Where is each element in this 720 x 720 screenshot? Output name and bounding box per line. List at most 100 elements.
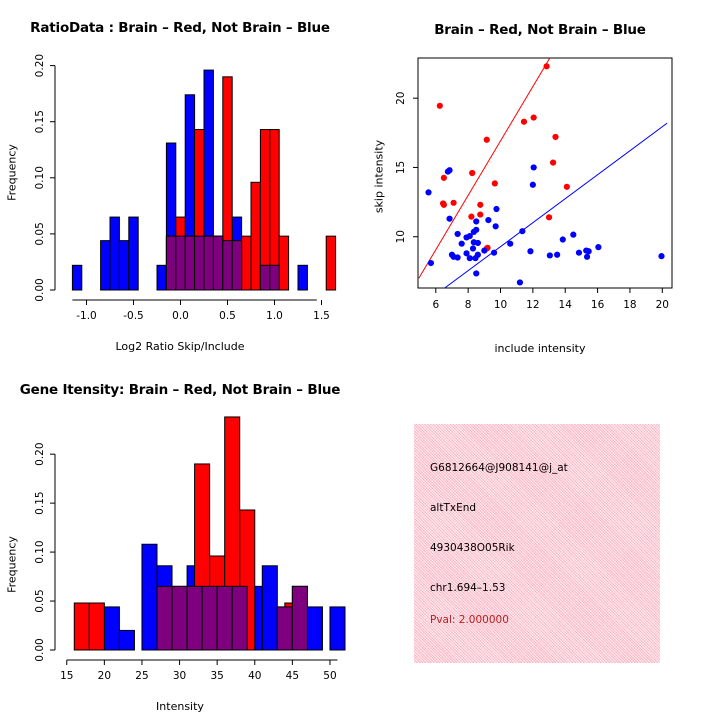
- scatter-point-brain: [563, 183, 570, 190]
- histogram-bar-brain: [278, 235, 290, 291]
- histogram-bar-not-brain: [118, 240, 130, 291]
- scatter-point-not-brain: [454, 254, 461, 261]
- scatter-point-brain: [477, 201, 484, 208]
- scatter-point-not-brain: [427, 259, 435, 267]
- scatter-point-not-brain: [446, 167, 453, 174]
- y-tick-label: 0.00: [34, 278, 46, 301]
- scatter-point-not-brain: [469, 245, 477, 252]
- panel-scatter: Brain – Red, Not Brain – Blue skip inten…: [360, 0, 720, 360]
- histogram-bar-brain: [241, 235, 252, 291]
- x-tick-label: 0.5: [219, 310, 236, 322]
- scatter-point-not-brain: [583, 253, 591, 260]
- scatter-plot: 6 8 10 12 14 16 18 20 10 15 20: [395, 57, 673, 311]
- info-line-4: chr1.694–1.53: [430, 582, 506, 594]
- x-tick-label: 45: [286, 670, 299, 682]
- histogram-bar-overlap: [203, 235, 214, 291]
- histogram-bar-overlap: [259, 264, 271, 291]
- scatter-point-not-brain: [529, 181, 536, 188]
- scatter-point-not-brain: [546, 252, 553, 259]
- info-line-3: 4930438O05Rik: [430, 542, 515, 554]
- y-tick-label: 0.10: [34, 540, 46, 563]
- scatter-point-not-brain: [595, 244, 602, 251]
- histogram-bar-not-brain: [103, 606, 120, 651]
- histogram-bar-overlap: [201, 585, 218, 651]
- scatter-point-not-brain: [575, 249, 583, 256]
- scatter-point-brain: [450, 199, 457, 206]
- histogram-bar-overlap: [186, 585, 203, 651]
- scatter-point-brain: [543, 63, 550, 70]
- histogram-bar-not-brain: [329, 606, 346, 651]
- scatter-axes: 6 8 10 12 14 16 18 20 10 15 20: [395, 91, 669, 311]
- scatter-point-not-brain: [490, 249, 498, 256]
- histogram-bar-overlap: [269, 264, 280, 291]
- scatter-point-not-brain: [473, 270, 480, 277]
- scatter-point-not-brain: [585, 248, 592, 255]
- histogram-bar-overlap: [222, 240, 233, 291]
- histogram-bar-overlap: [194, 235, 205, 291]
- histogram-bar-brain: [88, 602, 105, 651]
- scatter-point-not-brain: [559, 236, 566, 243]
- x-tick-label: 30: [173, 670, 186, 682]
- ratio-histogram-xlabel: Log2 Ratio Skip/Include: [115, 340, 245, 353]
- scatter-point-not-brain: [493, 205, 500, 213]
- histogram-bar-not-brain: [128, 216, 139, 291]
- panel-gene-histogram: Gene Itensity: Brain – Red, Not Brain – …: [0, 360, 360, 720]
- histogram-bar-not-brain: [261, 565, 278, 651]
- info-box: [414, 424, 660, 663]
- histogram-bar-not-brain: [156, 264, 167, 291]
- histogram-bar-brain: [73, 602, 90, 651]
- ratio-histogram-title: RatioData : Brain – Red, Not Brain – Blu…: [30, 20, 330, 36]
- x-tick-label: 10: [494, 299, 507, 311]
- x-tick-label: 20: [98, 670, 111, 682]
- y-tick-label: 0.20: [34, 54, 46, 77]
- histogram-bar-brain: [325, 235, 337, 291]
- histogram-bar-overlap: [171, 585, 188, 651]
- x-tick-label: 1.0: [266, 310, 283, 322]
- gene-axes: 0.00 0.05 0.10 0.15 0.20 15 20 25 30 35 40 45 50: [34, 442, 338, 682]
- x-tick-label: 35: [210, 670, 223, 682]
- scatter-point-brain: [436, 102, 443, 109]
- scatter-point-not-brain: [466, 255, 473, 262]
- x-tick-label: 0.0: [172, 310, 189, 322]
- histogram-bar-overlap: [291, 585, 308, 651]
- histogram-bar-not-brain: [306, 606, 323, 651]
- gene-histogram-plot: 0.00 0.05 0.10 0.15 0.20 15 20 25 30 35 40 45 50: [34, 416, 346, 682]
- scatter-point-not-brain: [485, 217, 492, 224]
- histogram-bar-not-brain: [109, 216, 120, 291]
- scatter-point-not-brain: [463, 250, 470, 257]
- scatter-point-not-brain: [474, 239, 481, 247]
- histogram-bar-overlap: [156, 585, 173, 651]
- scatter-point-not-brain: [492, 223, 499, 230]
- scatter-point-not-brain: [473, 226, 480, 233]
- y-tick-label: 0.15: [34, 110, 46, 133]
- panel-info: G6812664@J908141@j_at altTxEnd 4930438O05R…: [360, 360, 720, 720]
- scatter-reference-lines: [418, 58, 668, 288]
- x-tick-label: 18: [623, 299, 636, 311]
- scatter-point-not-brain: [466, 232, 473, 240]
- x-tick-label: 14: [559, 299, 573, 311]
- x-tick-label: 1.5: [313, 310, 330, 322]
- scatter-point-not-brain: [519, 228, 526, 235]
- info-line-2: altTxEnd: [430, 502, 477, 514]
- histogram-bar-not-brain: [141, 543, 158, 651]
- x-tick-label: 12: [526, 299, 539, 311]
- gene-overlap: [156, 585, 308, 651]
- histogram-bar-overlap: [175, 235, 186, 291]
- scatter-point-not-brain: [481, 247, 488, 254]
- info-line-1: G6812664@J908141@j_at: [430, 462, 568, 474]
- histogram-bar-overlap: [216, 585, 233, 651]
- scatter-point-brain: [440, 201, 447, 208]
- scatter-point-not-brain: [658, 253, 665, 260]
- ratio-overlap: [165, 235, 280, 291]
- scatter-point-brain: [469, 169, 476, 177]
- scatter-point-brain: [483, 136, 490, 143]
- scatter-point-not-brain: [473, 218, 480, 225]
- scatter-point-not-brain: [516, 279, 524, 286]
- x-tick-label: 6: [432, 299, 439, 311]
- scatter-point-brain: [549, 159, 557, 166]
- histogram-bar-overlap: [184, 235, 196, 291]
- y-tick-label: 0.15: [34, 491, 46, 514]
- scatter-point-brain: [477, 211, 484, 218]
- histogram-bar-not-brain: [297, 264, 308, 291]
- y-tick-label: 0.05: [34, 589, 46, 612]
